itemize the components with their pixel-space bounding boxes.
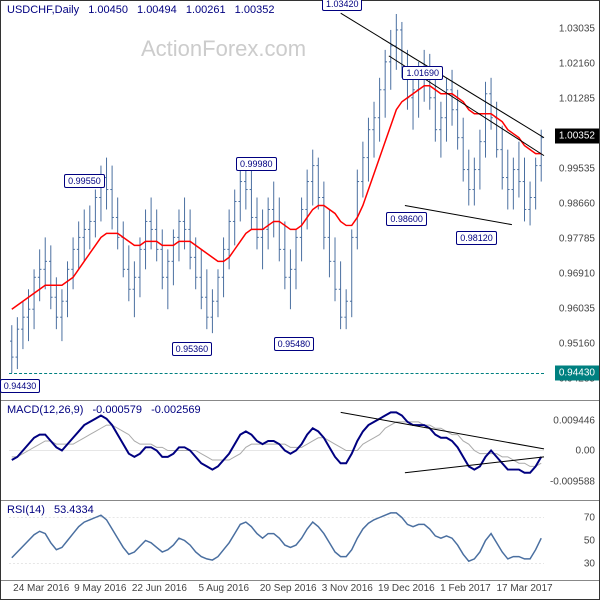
low-value: 1.00261 (186, 4, 226, 16)
xaxis-label: 3 Nov 2016 (322, 583, 373, 594)
price-callout: 0.98120 (456, 231, 497, 245)
rsi-plot-area[interactable] (9, 506, 544, 575)
open-value: 1.00450 (88, 4, 128, 16)
symbol-label: USDCHF,Daily (7, 4, 79, 16)
current-price-tag: 1.00352 (555, 128, 599, 143)
macd-plot-area[interactable] (9, 406, 544, 495)
watermark: ActionForex.com (141, 36, 306, 62)
xaxis-label: 17 Mar 2017 (496, 583, 552, 594)
price-ytick: 0.96910 (559, 268, 595, 279)
macd-ytick: -0.009588 (550, 476, 595, 487)
rsi-yaxis: 70 50 30 (544, 501, 599, 580)
level-tag: 0.94430 (555, 365, 599, 380)
macd-svg (9, 406, 544, 495)
chart-title-bar: USDCHF,Daily 1.00450 1.00494 1.00261 1.0… (7, 4, 280, 16)
xaxis-label: 20 Sep 2016 (260, 583, 317, 594)
xaxis-label: 5 Aug 2016 (198, 583, 249, 594)
macd-title-bar: MACD(12,26,9) -0.000579 -0.002569 (7, 404, 207, 416)
price-callout: 0.94430 (0, 379, 40, 393)
xaxis-label: 1 Feb 2017 (440, 583, 491, 594)
price-callout: 1.03420 (322, 0, 363, 11)
rsi-ytick: 30 (584, 559, 595, 570)
rsi-panel: RSI(14) 53.4334 70 50 30 (1, 501, 599, 581)
price-ytick: 0.99535 (559, 163, 595, 174)
price-callout: 0.95480 (274, 337, 315, 351)
price-ytick: 1.02160 (559, 58, 595, 69)
rsi-title-bar: RSI(14) 53.4334 (7, 504, 100, 516)
xaxis-label: 22 Jun 2016 (132, 583, 187, 594)
price-ytick: 0.97785 (559, 233, 595, 244)
xaxis-label: 24 Mar 2016 (13, 583, 69, 594)
close-value: 1.00352 (235, 4, 275, 16)
macd-title: MACD(12,26,9) (7, 404, 83, 416)
rsi-value: 53.4334 (54, 504, 94, 516)
xaxis-label: 19 Dec 2016 (378, 583, 435, 594)
macd-value-2: -0.002569 (151, 404, 201, 416)
macd-panel: MACD(12,26,9) -0.000579 -0.002569 0.0094… (1, 401, 599, 501)
price-callout: 1.01690 (402, 66, 443, 80)
xaxis: 24 Mar 2016 9 May 2016 22 Jun 2016 5 Aug 20… (1, 581, 599, 601)
macd-ytick: 0.00 (576, 446, 595, 457)
price-panel: USDCHF,Daily 1.00450 1.00494 1.00261 1.0… (1, 1, 599, 401)
price-callout: 0.99550 (64, 174, 105, 188)
rsi-svg (9, 506, 544, 575)
price-ytick: 1.01285 (559, 93, 595, 104)
xaxis-label: 9 May 2016 (74, 583, 126, 594)
rsi-ytick: 70 (584, 512, 595, 523)
macd-ytick: 0.009446 (553, 415, 595, 426)
price-ytick: 1.03035 (559, 23, 595, 34)
price-ytick: 0.96035 (559, 303, 595, 314)
price-callout: 0.95360 (172, 342, 213, 356)
price-yaxis: 1.030351.021601.012851.004100.995350.986… (544, 1, 599, 400)
rsi-title: RSI(14) (7, 504, 45, 516)
price-ytick: 0.95160 (559, 338, 595, 349)
chart-container: USDCHF,Daily 1.00450 1.00494 1.00261 1.0… (0, 0, 600, 600)
macd-yaxis: 0.009446 0.00 -0.009588 (544, 401, 599, 500)
price-ytick: 0.98660 (559, 198, 595, 209)
level-line (9, 373, 544, 374)
price-callout: 0.98600 (386, 212, 427, 226)
rsi-ytick: 50 (584, 536, 595, 547)
price-callout: 0.99980 (236, 157, 277, 171)
high-value: 1.00494 (137, 4, 177, 16)
macd-value-1: -0.000579 (92, 404, 142, 416)
